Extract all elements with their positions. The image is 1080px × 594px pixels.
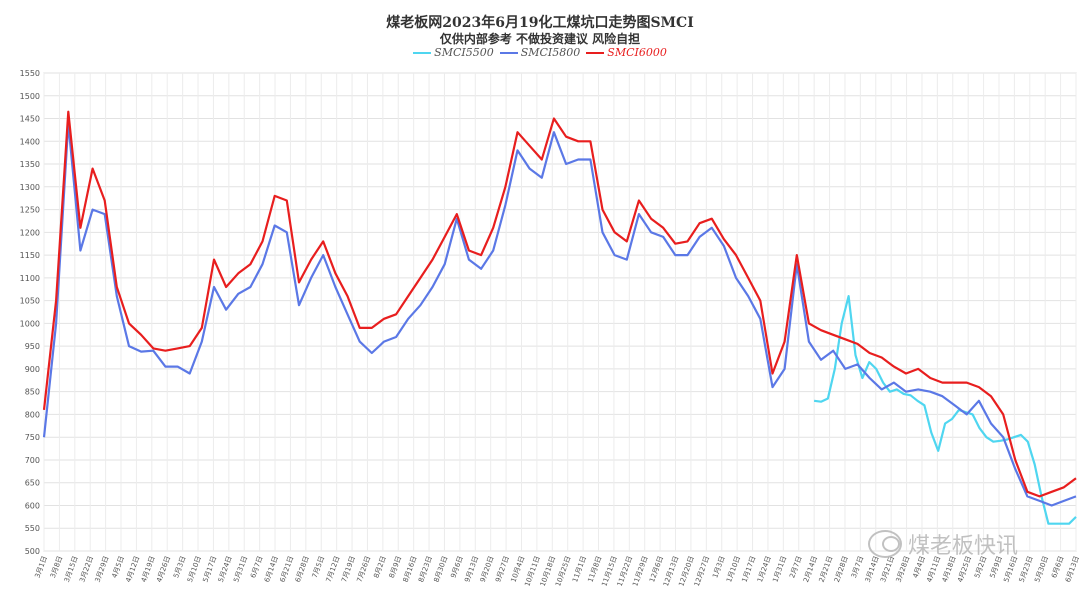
x-tick-label: 1月10日 xyxy=(725,555,742,583)
x-tick-label: 3月1日 xyxy=(34,555,49,579)
y-tick-label: 600 xyxy=(25,501,40,510)
x-tick-label: 6月14日 xyxy=(263,555,280,583)
x-tick-label: 7月26日 xyxy=(355,555,372,583)
x-tick-label: 6月21日 xyxy=(278,555,295,583)
y-tick-label: 1050 xyxy=(20,297,40,306)
x-tick-label: 11月8日 xyxy=(587,555,604,583)
x-tick-label: 5月24日 xyxy=(217,555,234,583)
x-tick-label: 9月27日 xyxy=(494,555,511,583)
legend-swatch-smci5500 xyxy=(413,51,432,54)
x-tick-label: 10月4日 xyxy=(509,555,526,583)
x-tick-label: 11月29日 xyxy=(631,555,649,588)
x-tick-label: 1月24日 xyxy=(756,555,773,583)
y-tick-label: 800 xyxy=(25,410,40,419)
x-tick-label: 2月14日 xyxy=(802,555,819,583)
y-tick-label: 700 xyxy=(25,456,40,465)
chart-subtitle: 仅供内部参考 不做投资建议 风险自担 xyxy=(439,32,641,46)
y-tick-label: 1450 xyxy=(20,115,40,124)
x-tick-label: 5月10日 xyxy=(186,555,203,583)
chart-title: 煤老板网2023年6月19化工煤坑口走势图SMCI xyxy=(386,15,694,31)
x-tick-label: 12月6日 xyxy=(648,555,665,583)
x-tick-label: 8月16日 xyxy=(402,555,419,583)
y-tick-label: 1150 xyxy=(20,251,40,260)
legend-label-smci5500: SMCI5500 xyxy=(434,46,494,59)
wechat-icon xyxy=(868,530,902,558)
x-tick-label: 10月25日 xyxy=(554,555,572,588)
legend-item-smci5500: SMCI5500 xyxy=(413,46,494,59)
x-tick-label: 9月6日 xyxy=(449,555,464,579)
y-tick-label: 1300 xyxy=(20,183,40,192)
x-tick-label: 4月19日 xyxy=(140,555,157,583)
x-tick-label: 5月31日 xyxy=(232,555,249,583)
x-tick-label: 5月23日 xyxy=(1018,555,1035,583)
x-tick-label: 7月19日 xyxy=(340,555,357,583)
x-tick-label: 6月28日 xyxy=(294,555,311,583)
y-tick-label: 1500 xyxy=(20,92,40,101)
y-tick-label: 550 xyxy=(25,524,40,533)
x-tick-label: 2月21日 xyxy=(818,555,835,583)
watermark-logo: 煤老板快讯 xyxy=(908,534,1019,559)
legend-swatch-smci6000 xyxy=(586,51,605,54)
x-tick-label: 9月20日 xyxy=(479,555,496,583)
x-tick-label: 8月2日 xyxy=(372,555,387,579)
x-tick-label: 5月30日 xyxy=(1033,555,1050,583)
y-tick-label: 1100 xyxy=(20,274,40,283)
x-tick-label: 6月7日 xyxy=(249,555,264,579)
x-tick-label: 3月22日 xyxy=(78,555,95,583)
y-tick-label: 1350 xyxy=(20,160,40,169)
x-tick-label: 8月30日 xyxy=(432,555,449,583)
x-tick-label: 7月5日 xyxy=(311,555,326,579)
x-tick-label: 3月7日 xyxy=(850,555,865,579)
x-tick-label: 5月3日 xyxy=(172,555,187,579)
y-tick-label: 1400 xyxy=(20,137,40,146)
y-tick-label: 900 xyxy=(25,365,40,374)
y-tick-label: 750 xyxy=(25,433,40,442)
x-tick-label: 4月26日 xyxy=(155,555,172,583)
x-tick-label: 12月27日 xyxy=(693,555,711,588)
legend-swatch-smci5800 xyxy=(499,51,518,54)
x-tick-label: 1月31日 xyxy=(771,555,788,583)
legend-item-smci6000: SMCI6000 xyxy=(586,46,667,59)
x-tick-label: 9月13日 xyxy=(463,555,480,583)
legend-label-smci6000: SMCI6000 xyxy=(607,46,667,59)
plot-area xyxy=(43,72,1077,552)
x-tick-label: 1月17日 xyxy=(741,555,758,583)
y-tick-label: 650 xyxy=(25,479,40,488)
x-tick-label: 1月3日 xyxy=(711,555,726,579)
y-tick-label: 1550 xyxy=(20,69,40,78)
legend-item-smci5800: SMCI5800 xyxy=(499,46,581,59)
x-tick-label: 2月28日 xyxy=(833,555,850,583)
x-tick-label: 7月12日 xyxy=(325,555,342,583)
x-tick-label: 4月12日 xyxy=(124,555,141,583)
legend-label-smci5800: SMCI5800 xyxy=(520,46,581,59)
legend: SMCI5500 SMCI5800 SMCI6000 xyxy=(0,46,1080,59)
x-tick-label: 6月13日 xyxy=(1064,555,1080,583)
x-tick-label: 3月29日 xyxy=(94,555,111,583)
x-tick-label: 2月7日 xyxy=(788,555,803,579)
y-tick-label: 1250 xyxy=(20,206,40,215)
series-line-smci6000 xyxy=(42,110,1077,498)
y-tick-label: 500 xyxy=(25,547,40,556)
x-tick-label: 6月6日 xyxy=(1050,555,1065,579)
series-line-smci5800 xyxy=(42,122,1077,507)
x-tick-label: 4月5日 xyxy=(111,555,126,579)
y-tick-label: 950 xyxy=(25,342,40,351)
y-tick-label: 850 xyxy=(25,388,40,397)
x-tick-label: 8月9日 xyxy=(388,555,403,579)
y-tick-label: 1200 xyxy=(20,228,40,237)
x-tick-label: 8月23日 xyxy=(417,555,434,583)
y-tick-label: 1000 xyxy=(20,319,40,328)
x-tick-label: 5月17日 xyxy=(201,555,218,583)
series-line-smci5500 xyxy=(813,295,1077,525)
watermark: 煤老板快讯 xyxy=(868,528,1018,560)
x-tick-label: 11月1日 xyxy=(571,555,588,583)
x-tick-label: 3月8日 xyxy=(49,555,64,579)
x-tick-label: 3月15日 xyxy=(63,555,80,583)
